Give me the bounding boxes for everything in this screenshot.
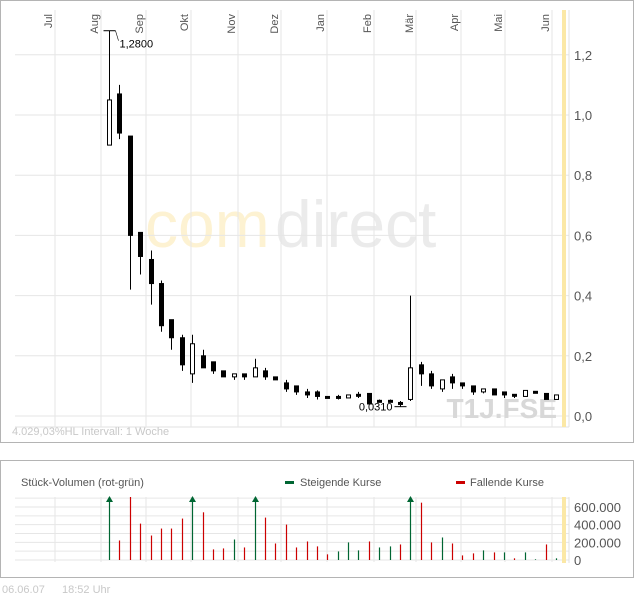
price-panel-frame	[0, 0, 634, 443]
y-tick-label: 0,6	[574, 228, 592, 243]
y-tick-label: 1,2	[574, 48, 592, 63]
candle-up	[253, 367, 258, 378]
candle-down	[388, 399, 393, 403]
candle-down	[128, 135, 133, 236]
x-tick-label: Aug	[89, 14, 101, 34]
candle-down	[450, 376, 455, 384]
candle-down	[419, 364, 424, 375]
candle-down	[149, 258, 154, 285]
x-tick-label: Okt	[179, 14, 191, 31]
logo-watermark: com direct	[145, 187, 436, 261]
footer-time: 18:52 Uhr	[62, 584, 111, 596]
candle-down	[242, 373, 247, 378]
candle-down	[367, 392, 372, 405]
candle-down	[273, 376, 278, 381]
candle-down	[460, 382, 465, 387]
candle-down	[221, 370, 226, 378]
candle-down	[544, 392, 549, 400]
candle-down	[211, 361, 216, 372]
candle-down	[294, 385, 299, 393]
low-label: 0,0310	[359, 402, 393, 414]
candle-down	[117, 93, 122, 134]
candle-down	[377, 399, 382, 403]
y-tick-label: 0,4	[574, 289, 592, 304]
volume-y-tick-label: 600.000	[574, 500, 621, 515]
volume-title: Stück-Volumen (rot-grün)	[21, 477, 144, 489]
candle-down	[471, 385, 476, 393]
x-tick-label: Dez	[269, 14, 281, 34]
y-tick-label: 0,0	[574, 409, 592, 424]
candle-down	[429, 373, 434, 387]
candle-down	[492, 388, 497, 396]
legend-label-down: Fallende Kurse	[470, 477, 544, 489]
high-label: 1,2800	[120, 39, 154, 51]
candle-down	[356, 393, 361, 397]
legend-swatch-down	[456, 481, 465, 484]
candle-up	[190, 343, 195, 375]
candle-down	[284, 382, 289, 390]
x-tick-label: Mär	[404, 14, 416, 33]
x-tick-label: Jun	[540, 14, 552, 32]
candle-up	[554, 394, 559, 400]
interval-info: 4.029,03%HL Intervall: 1 Woche	[12, 426, 169, 438]
candle-up	[408, 367, 413, 400]
logo-part-com: com	[145, 187, 270, 261]
high-label-leader	[115, 30, 119, 41]
x-tick-label: Jan	[315, 14, 327, 32]
x-tick-label: Jul	[43, 14, 55, 28]
current-date-marker-volume	[562, 497, 566, 563]
volume-overflow-arrow	[106, 496, 113, 502]
x-tick-label: Feb	[362, 14, 374, 33]
logo-part-direct: direct	[275, 187, 436, 261]
candle-up	[440, 379, 445, 390]
volume-overflow-arrow	[407, 496, 414, 502]
candle-down	[502, 391, 507, 396]
x-tick-label: Apr	[449, 14, 461, 31]
candle-up	[346, 394, 351, 399]
candle-up	[481, 388, 486, 393]
volume-y-tick-label: 0	[574, 553, 581, 568]
candle-down	[315, 391, 320, 397]
candle-down	[263, 370, 268, 378]
volume-overflow-arrow	[252, 496, 259, 502]
candle-down	[201, 355, 206, 369]
candle-down	[138, 231, 143, 257]
y-tick-label: 0,2	[574, 349, 592, 364]
candle-down	[325, 395, 330, 399]
y-tick-label: 0,8	[574, 168, 592, 183]
candle-down	[533, 390, 538, 394]
legend-label-up: Steigende Kurse	[300, 477, 381, 489]
candle-down	[305, 391, 310, 396]
x-tick-label: Nov	[226, 14, 238, 34]
candle-down	[512, 393, 517, 397]
ticker-watermark: T1J.FSE	[447, 393, 557, 424]
volume-overflow-arrow	[189, 496, 196, 502]
candle-down	[169, 319, 174, 339]
footer-date: 06.06.07	[2, 584, 45, 596]
x-tick-label: Mai	[493, 14, 505, 32]
volume-y-tick-label: 200.000	[574, 535, 621, 550]
candle-down	[159, 283, 164, 327]
candle-up	[523, 389, 528, 397]
x-tick-label: Sep	[134, 14, 146, 34]
candle-down	[336, 395, 341, 399]
y-tick-label: 1,0	[574, 108, 592, 123]
current-date-marker	[562, 10, 566, 427]
volume-y-tick-label: 400.000	[574, 518, 621, 533]
candle-down	[398, 401, 403, 405]
candle-up	[232, 373, 237, 378]
candle-up	[107, 99, 112, 146]
candle-down	[180, 337, 185, 366]
legend-swatch-up	[285, 481, 294, 484]
